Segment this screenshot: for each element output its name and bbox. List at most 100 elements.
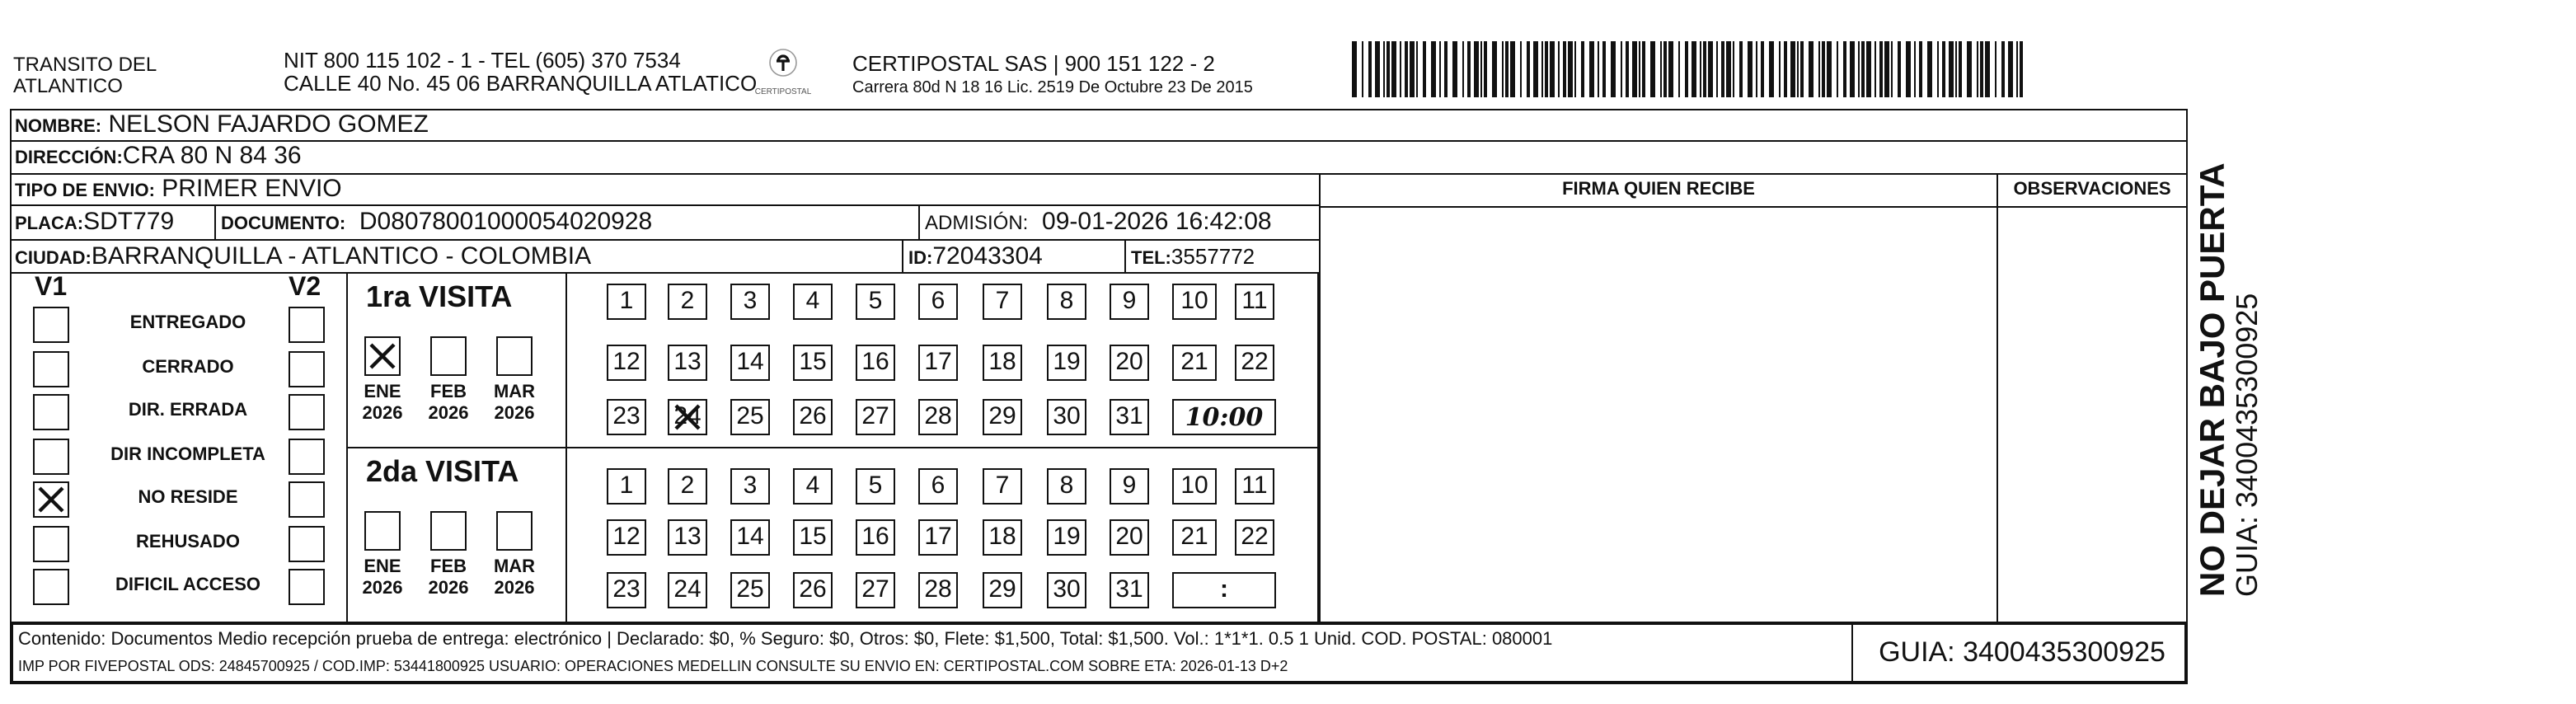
barcode-bar xyxy=(1602,41,1606,97)
day-box[interactable]: 2 xyxy=(668,468,707,505)
day-box[interactable]: 1 xyxy=(607,468,646,505)
day-box[interactable]: 1 xyxy=(607,284,646,320)
day-box[interactable]: 22 xyxy=(1235,519,1274,556)
barcode-bar xyxy=(1942,41,1945,97)
v1-checkbox[interactable] xyxy=(33,394,69,430)
v2-checkbox[interactable] xyxy=(289,350,325,387)
day-box[interactable]: 30 xyxy=(1047,399,1086,435)
documento-value: D08078001000054020928 xyxy=(359,208,653,236)
barcode-icon xyxy=(1352,41,2023,97)
barcode-bar xyxy=(1797,41,1799,97)
day-box[interactable]: 22 xyxy=(1235,345,1274,381)
logo-text: CERTIPOSTAL xyxy=(754,87,812,97)
day-box[interactable]: 3 xyxy=(730,468,770,505)
day-box[interactable]: 15 xyxy=(793,519,833,556)
day-box[interactable]: 27 xyxy=(856,399,895,435)
barcode-bar xyxy=(1574,41,1576,97)
v1-checkbox[interactable] xyxy=(33,569,69,605)
v1-checkbox[interactable] xyxy=(33,350,69,387)
day-box[interactable]: 24 xyxy=(668,572,707,608)
day-box[interactable]: 18 xyxy=(983,345,1022,381)
day-box[interactable]: 26 xyxy=(793,399,833,435)
day-box[interactable]: 23 xyxy=(607,399,646,435)
day-box[interactable]: 10 xyxy=(1172,284,1217,320)
day-box[interactable]: 21 xyxy=(1172,519,1217,556)
month-checkbox[interactable] xyxy=(430,336,467,376)
barcode-bar xyxy=(1368,41,1372,97)
v1-checkbox[interactable] xyxy=(33,481,69,518)
day-box[interactable]: 20 xyxy=(1110,345,1149,381)
day-box[interactable]: 25 xyxy=(730,572,770,608)
day-box[interactable]: 17 xyxy=(918,519,958,556)
month-checkbox[interactable] xyxy=(496,336,533,376)
day-box[interactable]: 31 xyxy=(1110,399,1149,435)
day-box[interactable]: 3 xyxy=(730,284,770,320)
day-box[interactable]: 6 xyxy=(918,468,958,505)
day-box[interactable]: 12 xyxy=(607,345,646,381)
barcode-bar xyxy=(1843,41,1846,97)
day-box[interactable]: 11 xyxy=(1235,284,1274,320)
day-box[interactable]: 6 xyxy=(918,284,958,320)
v2-checkbox[interactable] xyxy=(289,394,325,430)
month-checkbox[interactable] xyxy=(430,511,467,551)
day-box[interactable]: 4 xyxy=(793,468,833,505)
month-checkbox[interactable] xyxy=(496,511,533,551)
day-box[interactable]: 4 xyxy=(793,284,833,320)
day-box[interactable]: 13 xyxy=(668,519,707,556)
day-box[interactable]: 11 xyxy=(1235,468,1274,505)
month-checkbox[interactable] xyxy=(364,511,401,551)
day-box[interactable]: 16 xyxy=(856,345,895,381)
v2-checkbox[interactable] xyxy=(289,525,325,561)
day-box[interactable]: 28 xyxy=(918,399,958,435)
v2-checkbox[interactable] xyxy=(289,438,325,474)
barcode-bar xyxy=(1937,41,1939,97)
time-box[interactable]: 10:00 xyxy=(1172,399,1276,435)
day-box[interactable]: 8 xyxy=(1047,284,1086,320)
day-box[interactable]: 18 xyxy=(983,519,1022,556)
observaciones-area[interactable]: OBSERVACIONES xyxy=(1997,173,2188,623)
day-number: 21 xyxy=(1180,523,1208,551)
barcode-bar xyxy=(1875,41,1876,97)
day-box[interactable]: 12 xyxy=(607,519,646,556)
day-box[interactable]: 16 xyxy=(856,519,895,556)
day-box[interactable]: 29 xyxy=(983,399,1022,435)
day-box[interactable]: 14 xyxy=(730,345,770,381)
v2-checkbox[interactable] xyxy=(289,307,325,343)
day-box[interactable]: 25 xyxy=(730,399,770,435)
day-box[interactable]: 5 xyxy=(856,284,895,320)
day-box[interactable]: 28 xyxy=(918,572,958,608)
day-box[interactable]: 9 xyxy=(1110,284,1149,320)
v1-checkbox[interactable] xyxy=(33,307,69,343)
day-box[interactable]: 27 xyxy=(856,572,895,608)
day-box[interactable]: 26 xyxy=(793,572,833,608)
time-box[interactable]: : xyxy=(1172,572,1276,608)
v2-checkbox[interactable] xyxy=(289,481,325,518)
day-box[interactable]: 31 xyxy=(1110,572,1149,608)
v1-checkbox[interactable] xyxy=(33,525,69,561)
v2-checkbox[interactable] xyxy=(289,569,325,605)
v1-checkbox[interactable] xyxy=(33,438,69,474)
day-box[interactable]: 29 xyxy=(983,572,1022,608)
month-checkbox[interactable] xyxy=(364,336,401,376)
day-box[interactable]: 17 xyxy=(918,345,958,381)
day-box[interactable]: 9 xyxy=(1110,468,1149,505)
barcode-bar xyxy=(1790,41,1795,97)
day-box[interactable]: 19 xyxy=(1047,345,1086,381)
day-box[interactable]: 15 xyxy=(793,345,833,381)
barcode-bar xyxy=(1809,41,1814,97)
day-box[interactable]: 21 xyxy=(1172,345,1217,381)
day-box[interactable]: 14 xyxy=(730,519,770,556)
day-box[interactable]: 7 xyxy=(983,284,1022,320)
day-box[interactable]: 5 xyxy=(856,468,895,505)
day-box[interactable]: 20 xyxy=(1110,519,1149,556)
day-box[interactable]: 24 xyxy=(668,399,707,435)
day-box[interactable]: 19 xyxy=(1047,519,1086,556)
day-box[interactable]: 2 xyxy=(668,284,707,320)
day-box[interactable]: 13 xyxy=(668,345,707,381)
day-box[interactable]: 8 xyxy=(1047,468,1086,505)
day-box[interactable]: 10 xyxy=(1172,468,1217,505)
day-box[interactable]: 30 xyxy=(1047,572,1086,608)
day-box[interactable]: 7 xyxy=(983,468,1022,505)
day-box[interactable]: 23 xyxy=(607,572,646,608)
firma-area[interactable]: FIRMA QUIEN RECIBE xyxy=(1319,173,1998,623)
